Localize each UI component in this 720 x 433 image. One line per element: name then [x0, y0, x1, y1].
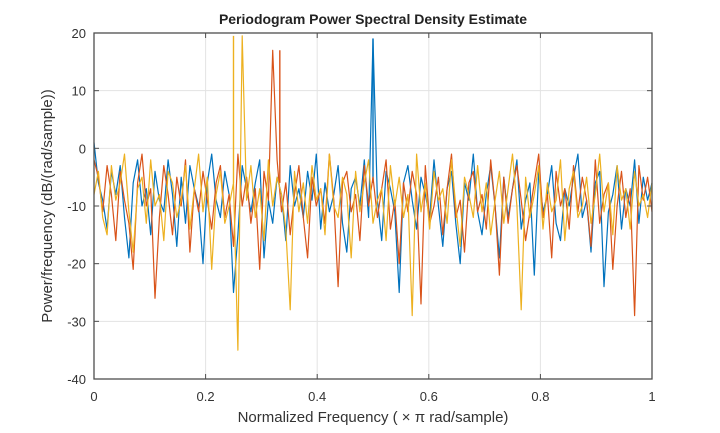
y-axis-label: Power/frequency (dB/(rad/sample))	[39, 89, 56, 322]
x-axis-label: Normalized Frequency ( × π rad/sample)	[238, 409, 509, 426]
series-line-3	[93, 35, 653, 351]
series-lines	[93, 35, 653, 351]
x-tick-label: 1	[648, 389, 655, 404]
x-tick-label: 0.8	[531, 389, 549, 404]
x-tick-label: 0	[90, 389, 97, 404]
y-tick-label: 10	[72, 84, 86, 99]
x-tick-label: 0.4	[308, 389, 326, 404]
y-tick-label: -40	[67, 372, 86, 387]
y-tick-label: -30	[67, 314, 86, 329]
x-tick-label: 0.2	[197, 389, 215, 404]
y-tick-label: -20	[67, 257, 86, 272]
ticks	[93, 32, 653, 380]
y-tick-label: -10	[67, 199, 86, 214]
y-tick-label: 20	[72, 26, 86, 41]
x-tick-labels: 0 0.2 0.4 0.6 0.8 1	[90, 389, 655, 404]
x-tick-label: 0.6	[420, 389, 438, 404]
y-tick-label: 0	[79, 141, 86, 156]
y-tick-labels: -40 -30 -20 -10 0 10 20	[67, 26, 86, 387]
chart-title: Periodogram Power Spectral Density Estim…	[219, 11, 527, 27]
